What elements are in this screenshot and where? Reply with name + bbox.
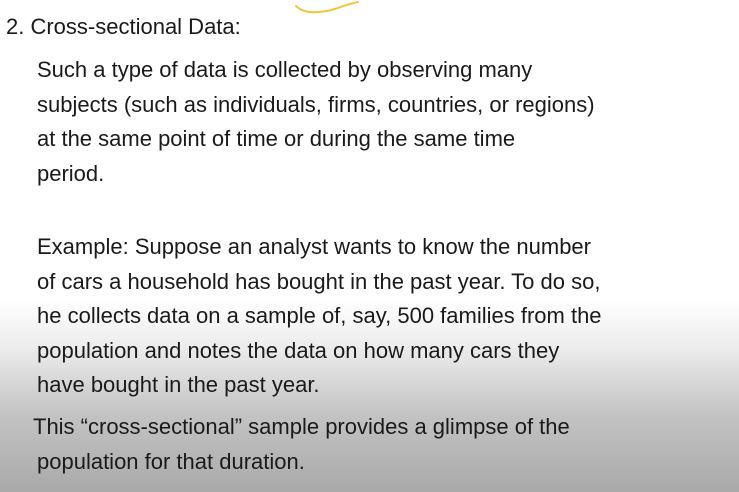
paragraph-line: population and notes the data on how man… <box>37 337 560 363</box>
paragraph-line: period. <box>37 160 105 186</box>
bottom-shade-overlay <box>0 300 739 492</box>
handwritten-annotation-icon <box>295 1 359 14</box>
paragraph-line: population for that duration. <box>37 448 305 474</box>
paragraph-line: of cars a household has bought in the pa… <box>37 268 601 294</box>
definition-paragraph: Such a type of data is collected by obse… <box>37 53 595 191</box>
paragraph-line: subjects (such as individuals, firms, co… <box>37 91 595 117</box>
paragraph-line: Such a type of data is collected by obse… <box>37 57 533 82</box>
paragraph-line: Example: Suppose an analyst wants to kno… <box>37 234 591 259</box>
example-paragraph: Example: Suppose an analyst wants to kno… <box>37 230 602 403</box>
paragraph-line: he collects data on a sample of, say, 50… <box>37 303 602 328</box>
summary-paragraph: This “cross-sectional” sample provides a… <box>33 410 570 479</box>
paragraph-line: This “cross-sectional” sample provides a… <box>33 414 570 439</box>
paragraph-line: at the same point of time or during the … <box>37 126 516 151</box>
paragraph-line: have bought in the past year. <box>37 372 320 397</box>
section-heading: 2. Cross-sectional Data: <box>6 14 241 39</box>
